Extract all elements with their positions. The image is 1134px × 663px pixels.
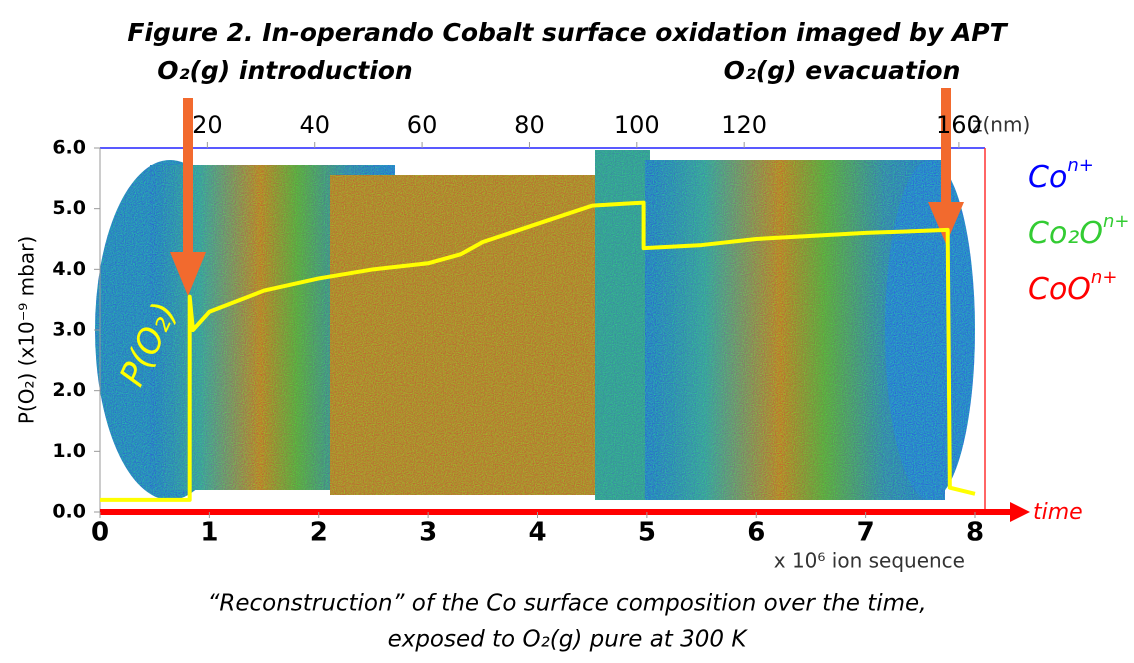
legend-sup: n+ xyxy=(1091,267,1118,288)
y-tick-label: 2.0 xyxy=(52,379,86,401)
x2-tick-label: 60 xyxy=(407,111,438,139)
x2-tick-label: 160 xyxy=(936,111,982,139)
x-tick-label: 2 xyxy=(310,518,328,548)
legend-entry: Con+ xyxy=(1028,155,1094,195)
x2-tick-label: 120 xyxy=(721,111,767,139)
annotation: O₂(g) evacuation xyxy=(724,56,961,85)
y-tick-label: 5.0 xyxy=(52,197,86,219)
time-arrowhead xyxy=(1010,502,1030,522)
y-axis-label: P(O₂) (x10⁻⁹ mbar) xyxy=(15,236,39,424)
x-tick-label: 1 xyxy=(200,518,218,548)
x-axis-label: x 10⁶ ion sequence xyxy=(774,549,965,573)
legend-sup: n+ xyxy=(1067,155,1094,176)
intro-arrow xyxy=(170,98,206,296)
legend-entry: Co₂On+ xyxy=(1028,211,1129,251)
legend-sup: n+ xyxy=(1103,211,1130,232)
x-tick-label: 5 xyxy=(638,518,656,548)
annotation: time xyxy=(1033,500,1083,525)
annotation: O₂(g) introduction xyxy=(157,56,412,85)
pressure-line xyxy=(100,200,976,502)
x2-tick-label: 80 xyxy=(514,111,545,139)
evac-arrow xyxy=(928,88,964,244)
legend-name: Co xyxy=(1028,160,1067,195)
x-tick-label: 6 xyxy=(747,518,765,548)
legend-name: Co₂O xyxy=(1028,216,1103,251)
x-tick-label: 4 xyxy=(528,518,546,548)
y-tick-label: 4.0 xyxy=(52,258,86,280)
y-tick-label: 6.0 xyxy=(52,137,86,159)
y-tick-label: 0.0 xyxy=(52,501,86,523)
legend-entry: CoOn+ xyxy=(1028,267,1117,307)
x2-axis-label: z(nm) xyxy=(972,113,1030,137)
x2-tick-label: 100 xyxy=(614,111,660,139)
apt-cloud xyxy=(95,150,975,500)
y-tick-label: 1.0 xyxy=(52,440,86,462)
caption: exposed to O₂(g) pure at 300 K xyxy=(388,627,749,653)
x-tick-label: 7 xyxy=(857,518,875,548)
x-tick-label: 3 xyxy=(419,518,437,548)
x2-tick-label: 40 xyxy=(299,111,330,139)
x-tick-label: 8 xyxy=(966,518,984,548)
x-tick-label: 0 xyxy=(91,518,109,548)
legend-name: CoO xyxy=(1028,272,1091,307)
y-tick-label: 3.0 xyxy=(52,319,86,341)
chart-title: Figure 2. In-operando Cobalt surface oxi… xyxy=(127,18,1008,47)
x2-tick-label: 20 xyxy=(192,111,223,139)
caption: “Reconstruction” of the Co surface compo… xyxy=(207,591,926,617)
